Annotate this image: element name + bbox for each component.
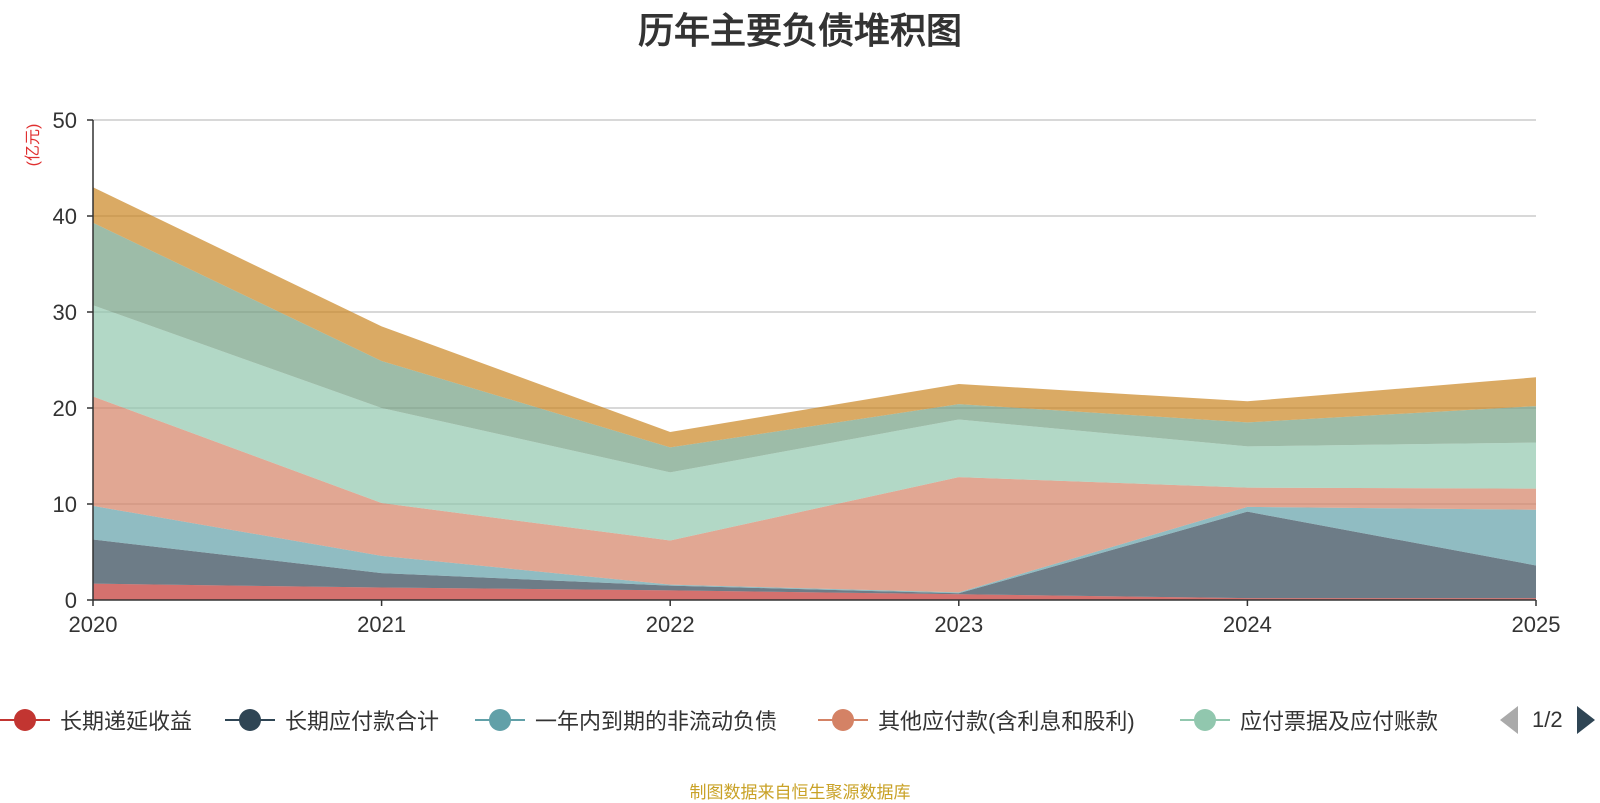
y-axis-label: (亿元) xyxy=(24,124,42,167)
area-layer xyxy=(93,187,1536,600)
data-source-note: 制图数据来自恒生聚源数据库 xyxy=(689,783,911,802)
legend-item-other-payables[interactable]: 其他应付款(含利息和股利) xyxy=(818,700,1135,740)
area-series-0[interactable] xyxy=(93,583,1536,600)
x-tick-label: 2024 xyxy=(1223,612,1272,637)
chart-title: 历年主要负债堆积图 xyxy=(637,10,962,51)
stacked-area-chart: 0 10 20 30 40 50 2020 2021 2022 2023 2024 2025 (亿元) xyxy=(24,108,1561,637)
legend: 长期递延收益 长期应付款合计 一年内到期的非流动负债 其他应付款(含利息和股利)… xyxy=(0,700,1600,740)
legend-page-indicator: 1/2 xyxy=(1532,707,1563,732)
legend-item-long-term-deferred-income[interactable]: 长期递延收益 xyxy=(0,700,192,740)
legend-label: 应付票据及应付账款 xyxy=(1240,709,1439,734)
legend-marker-icon xyxy=(818,708,868,732)
y-tick-label: 30 xyxy=(53,300,77,325)
legend-label: 长期递延收益 xyxy=(60,709,193,734)
area-series-6[interactable] xyxy=(93,187,1536,448)
legend-label: 长期应付款合计 xyxy=(285,709,440,734)
area-series-3[interactable] xyxy=(93,396,1536,593)
x-tick-label: 2025 xyxy=(1512,612,1561,637)
legend-marker-icon xyxy=(225,708,275,732)
x-tick-label: 2020 xyxy=(69,612,118,637)
x-tick-label: 2022 xyxy=(646,612,695,637)
legend-marker-icon xyxy=(1180,708,1230,732)
legend-next-page-icon[interactable] xyxy=(1576,706,1595,734)
y-tick-label: 0 xyxy=(65,588,77,613)
area-series-5[interactable] xyxy=(93,222,1536,473)
legend-marker-icon xyxy=(475,708,525,732)
legend-marker-icon xyxy=(0,708,50,732)
y-tick-label: 10 xyxy=(53,492,77,517)
y-tick-label: 40 xyxy=(53,204,77,229)
area-series-2[interactable] xyxy=(93,505,1536,594)
legend-label: 其他应付款(含利息和股利) xyxy=(878,709,1135,734)
legend-item-notes-and-accounts-payable[interactable]: 应付票据及应付账款 xyxy=(1180,700,1438,740)
y-tick-label: 20 xyxy=(53,396,77,421)
legend-label: 一年内到期的非流动负债 xyxy=(535,709,778,734)
legend-item-current-noncurrent-liabilities[interactable]: 一年内到期的非流动负债 xyxy=(475,700,777,740)
axis-layer: 0 10 20 30 40 50 2020 2021 2022 2023 2024 2025 xyxy=(53,108,1561,637)
legend-prev-page-icon[interactable] xyxy=(1500,706,1518,734)
x-tick-label: 2023 xyxy=(934,612,983,637)
legend-item-long-term-payables[interactable]: 长期应付款合计 xyxy=(225,700,439,740)
legend-pager: 1/2 xyxy=(1500,700,1595,740)
y-tick-label: 50 xyxy=(53,108,77,133)
area-series-4[interactable] xyxy=(93,305,1536,541)
area-series-1[interactable] xyxy=(93,511,1536,599)
x-tick-label: 2021 xyxy=(357,612,406,637)
